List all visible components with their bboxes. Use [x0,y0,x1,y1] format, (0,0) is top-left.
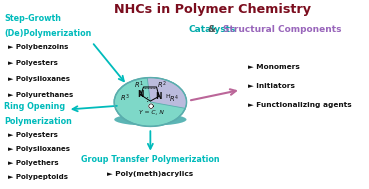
Text: ► Monomers: ► Monomers [248,64,300,70]
Text: ► Functionalizing agents: ► Functionalizing agents [248,102,352,108]
Text: Catalysts: Catalysts [188,25,235,34]
Text: $R^4$: $R^4$ [169,94,179,105]
Text: ► Polypeptoids: ► Polypeptoids [8,174,68,180]
Text: &: & [205,25,219,34]
Polygon shape [147,78,186,108]
Text: ► Polyurethanes: ► Polyurethanes [8,92,73,98]
Text: ► Polyesters: ► Polyesters [8,60,58,66]
Text: Group Transfer Polymerization: Group Transfer Polymerization [81,156,220,164]
Text: Polymerization: Polymerization [4,117,72,126]
Ellipse shape [114,113,186,126]
Text: ► Polyesters: ► Polyesters [8,132,58,138]
Text: Step-Growth: Step-Growth [4,14,61,23]
Text: ► Initiators: ► Initiators [248,83,295,89]
Text: $R^2$: $R^2$ [156,79,166,91]
Text: H: H [165,94,170,99]
Text: :: : [146,94,149,104]
Text: NHCs in Polymer Chemistry: NHCs in Polymer Chemistry [114,3,311,15]
Text: $R^3$: $R^3$ [120,92,130,104]
Text: ► Polysiloxanes: ► Polysiloxanes [8,146,70,152]
Text: ► Polysiloxanes: ► Polysiloxanes [8,76,70,82]
Text: $R^1$: $R^1$ [134,79,143,91]
Text: ► Polyethers: ► Polyethers [8,160,58,166]
Text: ► Poly(meth)acrylics: ► Poly(meth)acrylics [107,171,193,177]
Text: N: N [156,92,162,101]
Text: N: N [138,90,144,99]
Text: Ring Opening: Ring Opening [4,102,65,111]
Text: Structural Components: Structural Components [223,25,341,34]
Polygon shape [149,104,153,108]
Text: Y = C, N: Y = C, N [139,110,163,115]
Ellipse shape [114,78,186,126]
Text: ► Polybenzoins: ► Polybenzoins [8,44,68,50]
Text: (De)Polymerization: (De)Polymerization [4,29,92,38]
